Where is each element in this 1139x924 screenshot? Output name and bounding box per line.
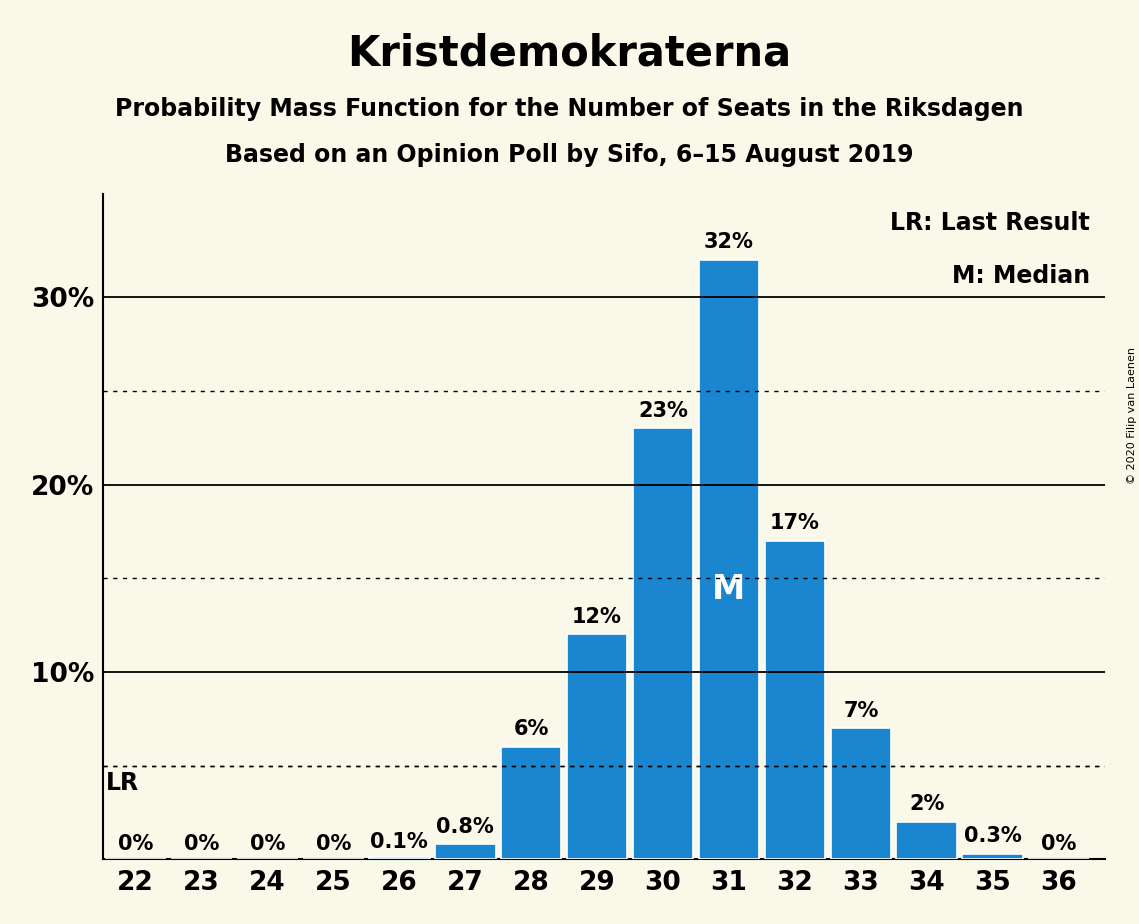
Bar xyxy=(962,854,1023,859)
Text: Kristdemokraterna: Kristdemokraterna xyxy=(347,32,792,74)
Bar xyxy=(567,635,628,859)
Text: 0%: 0% xyxy=(316,833,351,854)
Text: 0.3%: 0.3% xyxy=(964,826,1022,846)
Bar xyxy=(764,541,826,859)
Text: 17%: 17% xyxy=(770,513,820,533)
Text: 7%: 7% xyxy=(843,700,878,721)
Text: 0%: 0% xyxy=(183,833,219,854)
Text: LR: Last Result: LR: Last Result xyxy=(890,211,1090,235)
Text: 0%: 0% xyxy=(249,833,285,854)
Bar xyxy=(501,747,562,859)
Text: 32%: 32% xyxy=(704,232,754,252)
Bar xyxy=(896,821,957,859)
Text: 0%: 0% xyxy=(1041,833,1076,854)
Text: 0.1%: 0.1% xyxy=(370,832,428,852)
Bar xyxy=(830,728,891,859)
Bar xyxy=(632,429,694,859)
Text: 0.8%: 0.8% xyxy=(436,817,494,837)
Bar xyxy=(369,857,429,859)
Text: Based on an Opinion Poll by Sifo, 6–15 August 2019: Based on an Opinion Poll by Sifo, 6–15 A… xyxy=(226,143,913,167)
Text: M: Median: M: Median xyxy=(952,264,1090,288)
Text: M: M xyxy=(712,573,746,606)
Text: 2%: 2% xyxy=(909,795,944,814)
Text: 0%: 0% xyxy=(117,833,153,854)
Text: Probability Mass Function for the Number of Seats in the Riksdagen: Probability Mass Function for the Number… xyxy=(115,97,1024,121)
Text: LR: LR xyxy=(106,772,139,796)
Bar xyxy=(698,260,760,859)
Bar xyxy=(435,845,495,859)
Text: 12%: 12% xyxy=(572,607,622,627)
Text: © 2020 Filip van Laenen: © 2020 Filip van Laenen xyxy=(1126,347,1137,484)
Text: 23%: 23% xyxy=(638,401,688,420)
Text: 6%: 6% xyxy=(514,720,549,739)
